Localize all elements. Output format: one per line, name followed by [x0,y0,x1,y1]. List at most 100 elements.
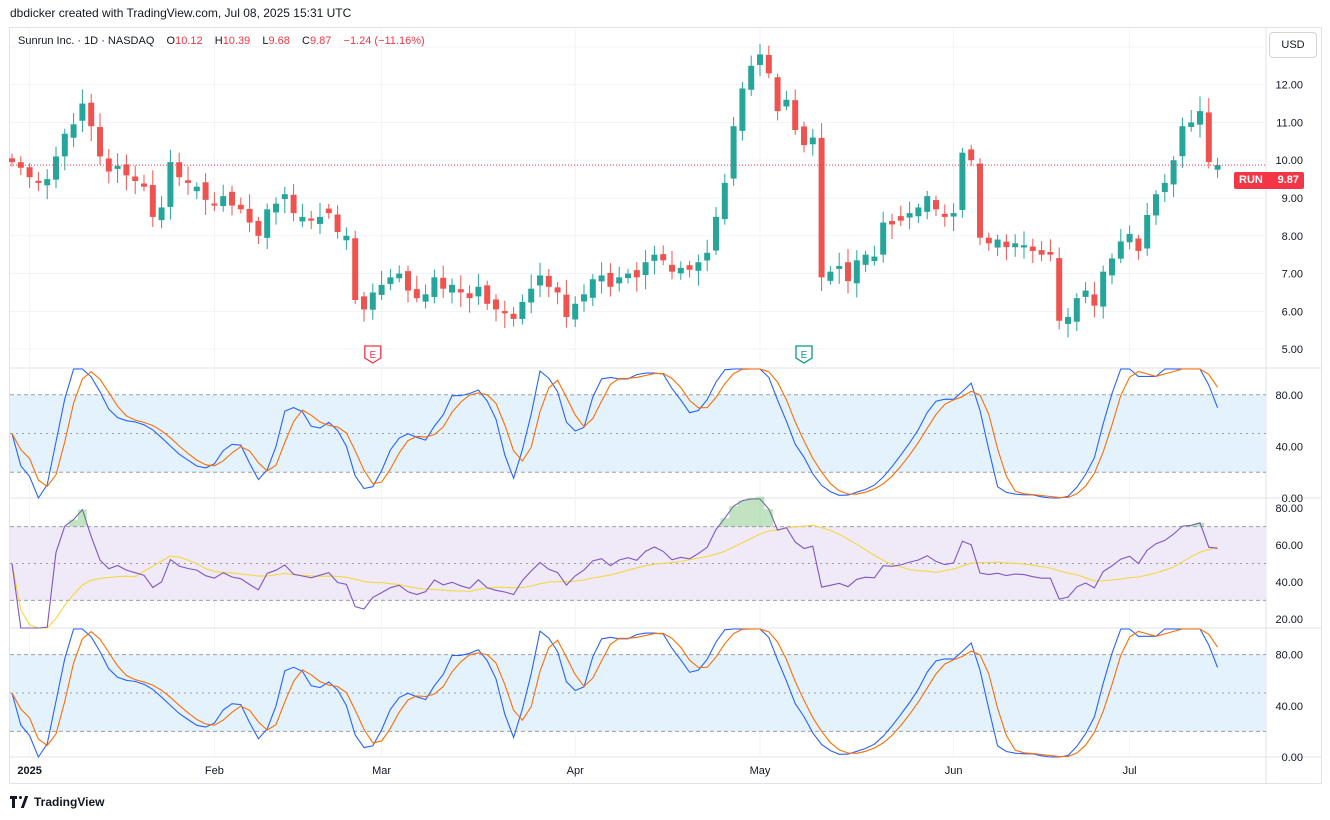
x-tick-label: 2025 [17,765,41,777]
stoch-k-line [11,368,1219,500]
y-tick-label: 80.00 [1275,503,1303,515]
x-tick-label: Jun [945,765,963,777]
rsi-overbought-fill [60,496,1205,527]
candle-body [941,213,948,217]
candle-body [1012,243,1019,248]
candle-body [607,272,614,287]
legend-high-label: H [214,35,223,47]
candle-body [510,313,517,319]
footer-brand[interactable]: TradingView [10,795,104,809]
candle-body [721,182,728,220]
y-tick-label: 11.00 [1276,117,1303,129]
earnings-marker-label: E [369,350,376,361]
tradingview-logo-icon [10,796,30,808]
candle-body [642,262,649,275]
candle-body [950,213,957,217]
candle-body [484,285,491,304]
candle-body [625,273,631,279]
y-tick-label: 12.00 [1275,80,1303,92]
candle-body [915,207,922,217]
candle-body [369,292,376,310]
indicator-band [10,526,1266,601]
candle-body [1144,215,1151,249]
candle-body [440,277,447,289]
candle-body [739,88,746,131]
y-tick-label: 40.00 [1275,441,1303,453]
y-tick-label: 40.00 [1275,577,1303,589]
earnings-marker [364,345,382,364]
candle-body [1197,111,1203,125]
candle-body [167,162,174,207]
candle-body [757,54,763,65]
y-tick-label: 60.00 [1275,540,1303,552]
y-tick-label: 7.00 [1282,269,1303,281]
y-tick-label: 0.00 [1282,752,1303,764]
candle-body [818,137,825,278]
candle-body [378,284,385,295]
candle-body [889,221,895,225]
symbol-legend: Sunrun Inc. · 1D · NASDAQ O10.12 H10.39 … [18,35,425,47]
candle-body [704,252,711,261]
candle-body [123,164,130,176]
legend-close-value: 9.87 [309,35,332,47]
candle-body [193,186,200,192]
candle-body [475,286,482,297]
candle-body [1214,165,1221,170]
legend-low-label: L [262,35,269,47]
candle-body [1135,238,1142,251]
earnings-marker [795,345,813,364]
candle-body [352,238,359,300]
y-tick-label: 80.00 [1275,390,1303,402]
y-tick-label: 6.00 [1282,306,1303,318]
candle-body [264,209,271,238]
candle-body [97,127,103,157]
candle-body [237,204,244,210]
candle-body [845,262,851,282]
candle-body [633,270,640,278]
candle-body [176,162,183,178]
candle-body [1205,112,1212,163]
currency-button[interactable]: USD [1269,32,1317,58]
candle-body [53,156,59,180]
candle-body [1047,251,1054,255]
candle-body [686,265,693,270]
candle-body [554,287,561,293]
candle-body [572,303,579,320]
candle-body [493,299,499,310]
candle-body [1073,298,1080,322]
stoch-d-line [11,628,1219,758]
candle-body [158,207,165,221]
candle-body [660,254,667,261]
stoch-k-line [11,628,1219,759]
candle-body [229,191,235,206]
candle-body [281,194,288,200]
candle-body [1029,246,1036,251]
candle-body [598,275,605,282]
candle-body [105,158,112,172]
candle-body [1082,290,1089,297]
candle-body [809,137,816,145]
candle-body [317,216,323,224]
candle-body [801,126,807,146]
candle-body [871,256,878,262]
candle-body [202,182,209,200]
candle-body [405,271,411,291]
y-tick-label: 0.00 [1282,493,1303,505]
candle-body [9,158,15,163]
candle-body [79,103,86,121]
candle-body [862,254,869,265]
candle-body [853,260,860,284]
candle-body [1065,317,1071,324]
candle-body [299,216,306,222]
candle-body [1003,241,1010,248]
candle-body [616,277,623,284]
candle-body [17,162,24,168]
candle-body [959,152,966,210]
y-tick-label: 10.00 [1275,155,1303,167]
candle-body [308,218,315,221]
candle-body [70,124,77,138]
legend-interval: 1D [84,35,99,47]
candle-body [906,213,913,218]
candle-body [977,163,983,238]
